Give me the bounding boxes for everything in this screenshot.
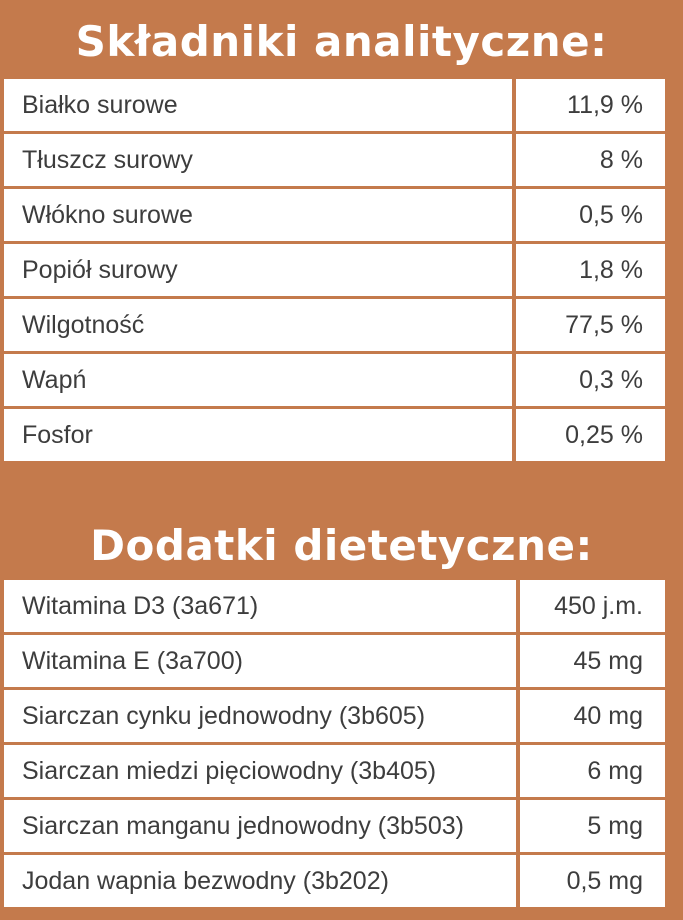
- row-label: Białko surowe: [4, 79, 512, 131]
- row-label: Włókno surowe: [4, 189, 512, 241]
- dietary-additives-table: Witamina D3 (3a671) 450 j.m. Witamina E …: [4, 580, 665, 910]
- table-row: Jodan wapnia bezwodny (3b202) 0,5 mg: [4, 855, 665, 907]
- row-label: Jodan wapnia bezwodny (3b202): [4, 855, 516, 907]
- row-value: 1,8 %: [516, 244, 665, 296]
- row-value: 40 mg: [520, 690, 665, 742]
- table-row: Popiół surowy 1,8 %: [4, 244, 665, 296]
- row-label: Siarczan miedzi pięciowodny (3b405): [4, 745, 516, 797]
- row-value: 45 mg: [520, 635, 665, 687]
- row-value: 0,5 mg: [520, 855, 665, 907]
- row-label: Popiół surowy: [4, 244, 512, 296]
- row-label: Siarczan cynku jednowodny (3b605): [4, 690, 516, 742]
- table-row: Siarczan cynku jednowodny (3b605) 40 mg: [4, 690, 665, 742]
- table-row: Witamina D3 (3a671) 450 j.m.: [4, 580, 665, 632]
- dietary-additives-title: Dodatki dietetyczne:: [90, 521, 593, 570]
- row-label: Witamina D3 (3a671): [4, 580, 516, 632]
- table-row: Fosfor 0,25 %: [4, 409, 665, 461]
- table-row: Wapń 0,3 %: [4, 354, 665, 406]
- row-value: 6 mg: [520, 745, 665, 797]
- row-label: Siarczan manganu jednowodny (3b503): [4, 800, 516, 852]
- row-label: Fosfor: [4, 409, 512, 461]
- row-value: 8 %: [516, 134, 665, 186]
- analytical-constituents-title: Składniki analityczne:: [75, 17, 608, 66]
- table-row: Białko surowe 11,9 %: [4, 79, 665, 131]
- table-row: Siarczan manganu jednowodny (3b503) 5 mg: [4, 800, 665, 852]
- row-value: 5 mg: [520, 800, 665, 852]
- table-row: Siarczan miedzi pięciowodny (3b405) 6 mg: [4, 745, 665, 797]
- table-row: Tłuszcz surowy 8 %: [4, 134, 665, 186]
- row-label: Tłuszcz surowy: [4, 134, 512, 186]
- row-label: Wilgotność: [4, 299, 512, 351]
- table-row: Włókno surowe 0,5 %: [4, 189, 665, 241]
- row-label: Witamina E (3a700): [4, 635, 516, 687]
- row-value: 0,25 %: [516, 409, 665, 461]
- analytical-constituents-table: Białko surowe 11,9 % Tłuszcz surowy 8 % …: [4, 79, 665, 464]
- row-value: 77,5 %: [516, 299, 665, 351]
- row-value: 0,3 %: [516, 354, 665, 406]
- row-value: 11,9 %: [516, 79, 665, 131]
- row-value: 0,5 %: [516, 189, 665, 241]
- table-row: Witamina E (3a700) 45 mg: [4, 635, 665, 687]
- table-row: Wilgotność 77,5 %: [4, 299, 665, 351]
- row-value: 450 j.m.: [520, 580, 665, 632]
- row-label: Wapń: [4, 354, 512, 406]
